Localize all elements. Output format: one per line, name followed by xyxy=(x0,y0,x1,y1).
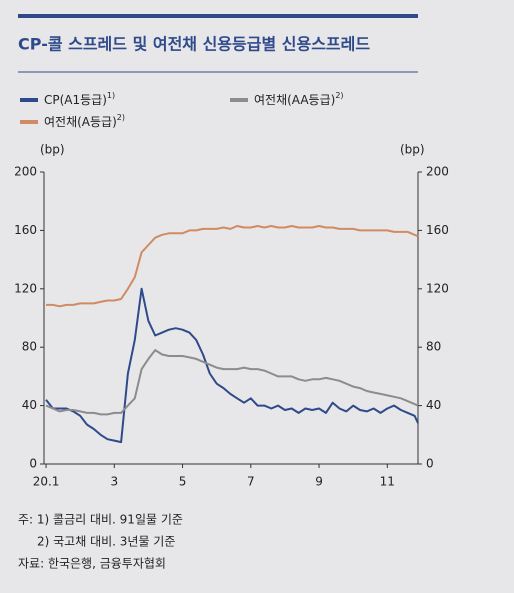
note: 자료: 한국은행, 금융투자협회 xyxy=(18,556,166,571)
y-tick-label: 160 xyxy=(14,223,37,237)
x-tick-label: 5 xyxy=(179,475,187,489)
legend-swatch xyxy=(230,98,248,102)
x-tick-label: 7 xyxy=(247,475,255,489)
legend-label: 여전채(A등급)2) xyxy=(44,113,125,129)
series-line xyxy=(46,225,419,308)
legend-note: 2) xyxy=(335,91,343,100)
y-tick-label: 0 xyxy=(29,457,37,471)
note: 2) 국고채 대비. 3년물 기준 xyxy=(37,535,175,549)
y2-tick-label: 80 xyxy=(426,340,441,354)
y-axis-label: (bp) xyxy=(40,143,65,157)
y-tick-label: 200 xyxy=(14,165,37,179)
legend-note: 1) xyxy=(107,91,115,100)
y2-tick-label: 160 xyxy=(426,223,449,237)
y-tick-label: 120 xyxy=(14,281,37,295)
x-tick-label: 3 xyxy=(110,475,118,489)
x-tick-label: 20.1 xyxy=(33,475,60,489)
legend-name: CP(A1등급) xyxy=(44,93,107,107)
legend-label: 여전채(AA등급)2) xyxy=(254,91,344,107)
legend-label: CP(A1등급)1) xyxy=(44,91,115,107)
series-line xyxy=(45,349,419,416)
y2-tick-label: 40 xyxy=(426,398,441,412)
x-tick-label: 11 xyxy=(380,475,395,489)
series-line xyxy=(45,287,419,444)
y-tick-label: 80 xyxy=(22,340,37,354)
legend-swatch xyxy=(20,120,38,124)
top-rule xyxy=(18,14,418,18)
chart-title: CP-콜 스프레드 및 여전채 신용등급별 신용스프레드 xyxy=(18,35,370,54)
x-tick-label: 9 xyxy=(315,475,323,489)
y-tick-label: 40 xyxy=(22,398,37,412)
legend-name: 여전채(A등급) xyxy=(44,115,117,129)
y2-tick-label: 120 xyxy=(426,281,449,295)
y2-axis-label: (bp) xyxy=(400,143,425,157)
y2-tick-label: 0 xyxy=(426,457,434,471)
legend-name: 여전채(AA등급) xyxy=(254,93,335,107)
legend-note: 2) xyxy=(117,113,125,122)
legend-swatch xyxy=(20,98,38,102)
note: 주: 1) 콜금리 대비. 91일물 기준 xyxy=(18,513,183,527)
y2-tick-label: 200 xyxy=(426,165,449,179)
